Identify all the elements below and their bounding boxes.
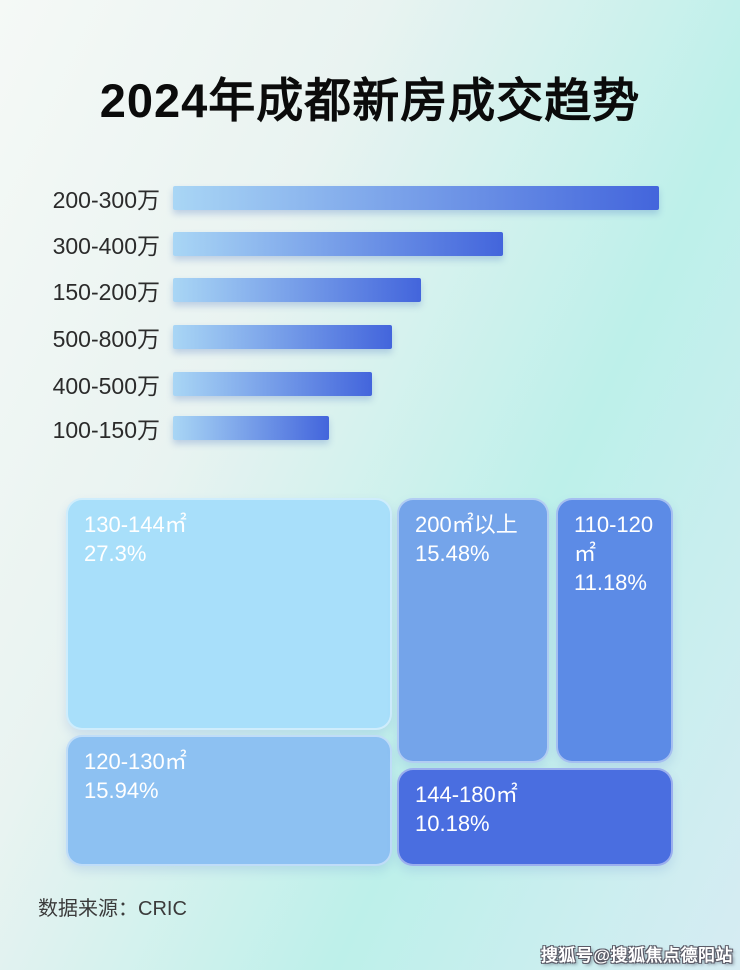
bar-category-label: 100-150万 [52, 417, 160, 443]
bar-track [173, 232, 659, 256]
treemap-cell-percent: 11.18% [574, 570, 647, 596]
bar [173, 325, 392, 349]
treemap-cell-label: 120-130㎡ [84, 749, 187, 774]
treemap-cell-label: 144-180㎡ [415, 782, 518, 807]
bar-track [173, 416, 659, 440]
bar-track [173, 325, 659, 349]
bar-row: 300-400万 [0, 232, 740, 259]
treemap-cell-130-144: 130-144㎡ 27.3% [66, 498, 392, 730]
treemap-cell-200-plus: 200㎡以上 15.48% [397, 498, 549, 763]
treemap-cell-120-130: 120-130㎡ 15.94% [66, 735, 392, 866]
data-source-note: 数据来源：CRIC [38, 898, 187, 920]
area-size-treemap: 130-144㎡ 27.3% 120-130㎡ 15.94% 200㎡以上 15… [66, 498, 673, 866]
bar-category-label: 400-500万 [52, 373, 160, 399]
treemap-cell-percent: 27.3% [84, 541, 147, 567]
bar-row: 400-500万 [0, 372, 740, 399]
treemap-cell-percent: 15.48% [415, 541, 490, 567]
bar-category-label: 150-200万 [52, 279, 160, 305]
treemap-cell-label: 200㎡以上 [415, 512, 518, 537]
bar-category-label: 500-800万 [52, 326, 160, 352]
bar [173, 372, 373, 396]
page-title: 2024年成都新房成交趋势 [99, 74, 641, 127]
treemap-cell-percent: 10.18% [415, 811, 490, 837]
bar-row: 500-800万 [0, 325, 740, 352]
bar [173, 416, 329, 440]
watermark: 搜狐号@搜狐焦点德阳站 [540, 946, 733, 965]
bar [173, 186, 659, 210]
bar-row: 150-200万 [0, 278, 740, 305]
bar-track [173, 372, 659, 396]
treemap-cell-144-180: 144-180㎡ 10.18% [397, 768, 673, 866]
bar-row: 200-300万 [0, 186, 740, 213]
bar-row: 100-150万 [0, 416, 740, 443]
bar-category-label: 200-300万 [52, 187, 160, 213]
bar-track [173, 278, 659, 302]
treemap-cell-label: 110-120㎡ [574, 512, 654, 567]
treemap-cell-percent: 15.94% [84, 778, 159, 804]
treemap-cell-label: 130-144㎡ [84, 512, 187, 537]
bar [173, 278, 421, 302]
treemap-cell-110-120: 110-120㎡ 11.18% [556, 498, 673, 763]
bar [173, 232, 504, 256]
bar-track [173, 186, 659, 210]
bar-category-label: 300-400万 [52, 233, 160, 259]
